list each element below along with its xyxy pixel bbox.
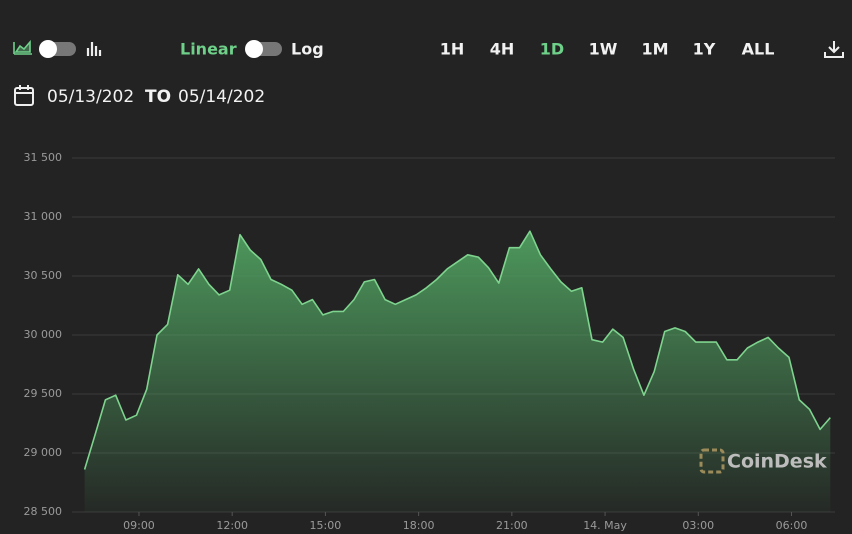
- range-button[interactable]: 1M: [641, 40, 668, 59]
- download-icon: [824, 41, 844, 58]
- calendar-frame: [14, 87, 34, 106]
- y-tick-label: 30 500: [24, 269, 63, 282]
- range-button[interactable]: 1W: [589, 40, 618, 59]
- range-button[interactable]: 1D: [540, 40, 564, 59]
- price-line: [83, 230, 831, 470]
- calendar-icon[interactable]: [14, 85, 34, 106]
- download-button[interactable]: [824, 41, 844, 58]
- area-fill: [84, 231, 831, 512]
- range-button[interactable]: ALL: [742, 40, 775, 59]
- date-to[interactable]: 05/14/202: [178, 87, 265, 107]
- scale-toggle[interactable]: [245, 40, 282, 58]
- y-tick-label: 31 500: [24, 151, 63, 164]
- x-tick-label: 12:00: [216, 519, 248, 532]
- watermark-logo: [699, 448, 725, 474]
- y-tick-label: 30 000: [24, 328, 63, 341]
- area-icon: [13, 39, 32, 55]
- calendar-lines: [15, 85, 33, 94]
- date-separator: TO: [145, 87, 171, 107]
- range-button[interactable]: 1H: [440, 40, 465, 59]
- toggle-knob: [39, 40, 57, 58]
- watermark: CoinDesk: [699, 448, 827, 474]
- date-from[interactable]: 05/13/202: [47, 87, 134, 107]
- scale-linear[interactable]: Linear: [180, 40, 237, 59]
- x-tick-label: 09:00: [123, 519, 155, 532]
- watermark-text: CoinDesk: [727, 451, 827, 473]
- toggle-knob: [245, 40, 263, 58]
- x-tick-label: 14. May: [583, 519, 627, 532]
- scale-log[interactable]: Log: [291, 40, 324, 59]
- chart-type-toggle[interactable]: [13, 39, 102, 58]
- x-tick-label: 03:00: [682, 519, 714, 532]
- y-tick-label: 28 500: [24, 505, 63, 518]
- y-tick-label: 29 000: [24, 446, 63, 459]
- y-tick-label: 29 500: [24, 387, 63, 400]
- x-tick-label: 06:00: [776, 519, 808, 532]
- y-tick-label: 31 000: [24, 210, 63, 223]
- range-button[interactable]: 1Y: [693, 40, 716, 59]
- bar-icon: [86, 42, 102, 56]
- range-button[interactable]: 4H: [490, 40, 515, 59]
- x-tick-label: 21:00: [496, 519, 528, 532]
- x-tick-label: 15:00: [310, 519, 342, 532]
- x-tick-label: 18:00: [403, 519, 435, 532]
